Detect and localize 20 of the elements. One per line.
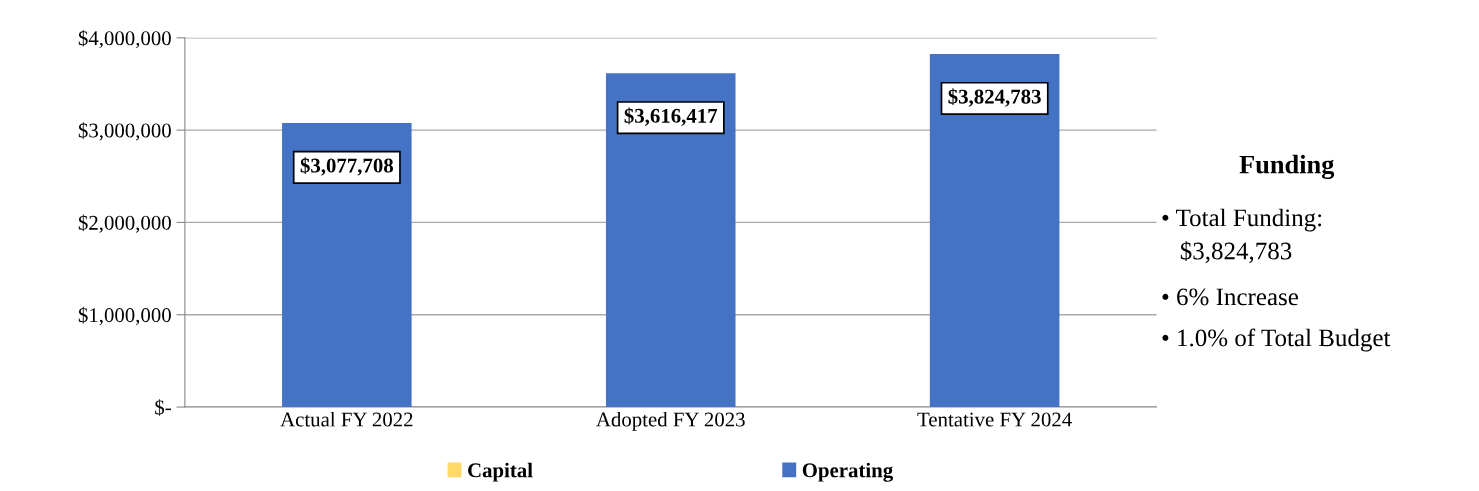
bar	[605, 73, 736, 408]
y-tick-label: $4,000,000	[78, 29, 171, 49]
data-label: $3,824,783	[948, 88, 1041, 107]
data-label: $3,616,417	[624, 107, 718, 126]
y-tick-label: $1,000,000	[78, 306, 171, 326]
legend-label: Capital	[468, 462, 533, 482]
text: • 6% Increase	[1162, 288, 1298, 306]
y-tick-label: $-	[155, 399, 171, 416]
y-tick-label: $3,000,000	[78, 122, 171, 141]
bar	[929, 53, 1060, 408]
text: • 1.0% of Total Budget	[1162, 328, 1391, 352]
legend-label: Operating	[802, 462, 893, 482]
text: Funding	[1239, 154, 1335, 180]
text: • Total Funding: $3,824,783	[1162, 208, 1322, 264]
bar	[282, 122, 412, 408]
data-label: $3,077,708	[300, 157, 394, 176]
x-tick-label: Actual FY 2022	[280, 411, 413, 427]
y-tick-label: $2,000,000	[78, 214, 171, 233]
x-tick-label: Adopted FY 2023	[596, 411, 745, 431]
x-tick-label: Tentative FY 2024	[917, 412, 1072, 427]
